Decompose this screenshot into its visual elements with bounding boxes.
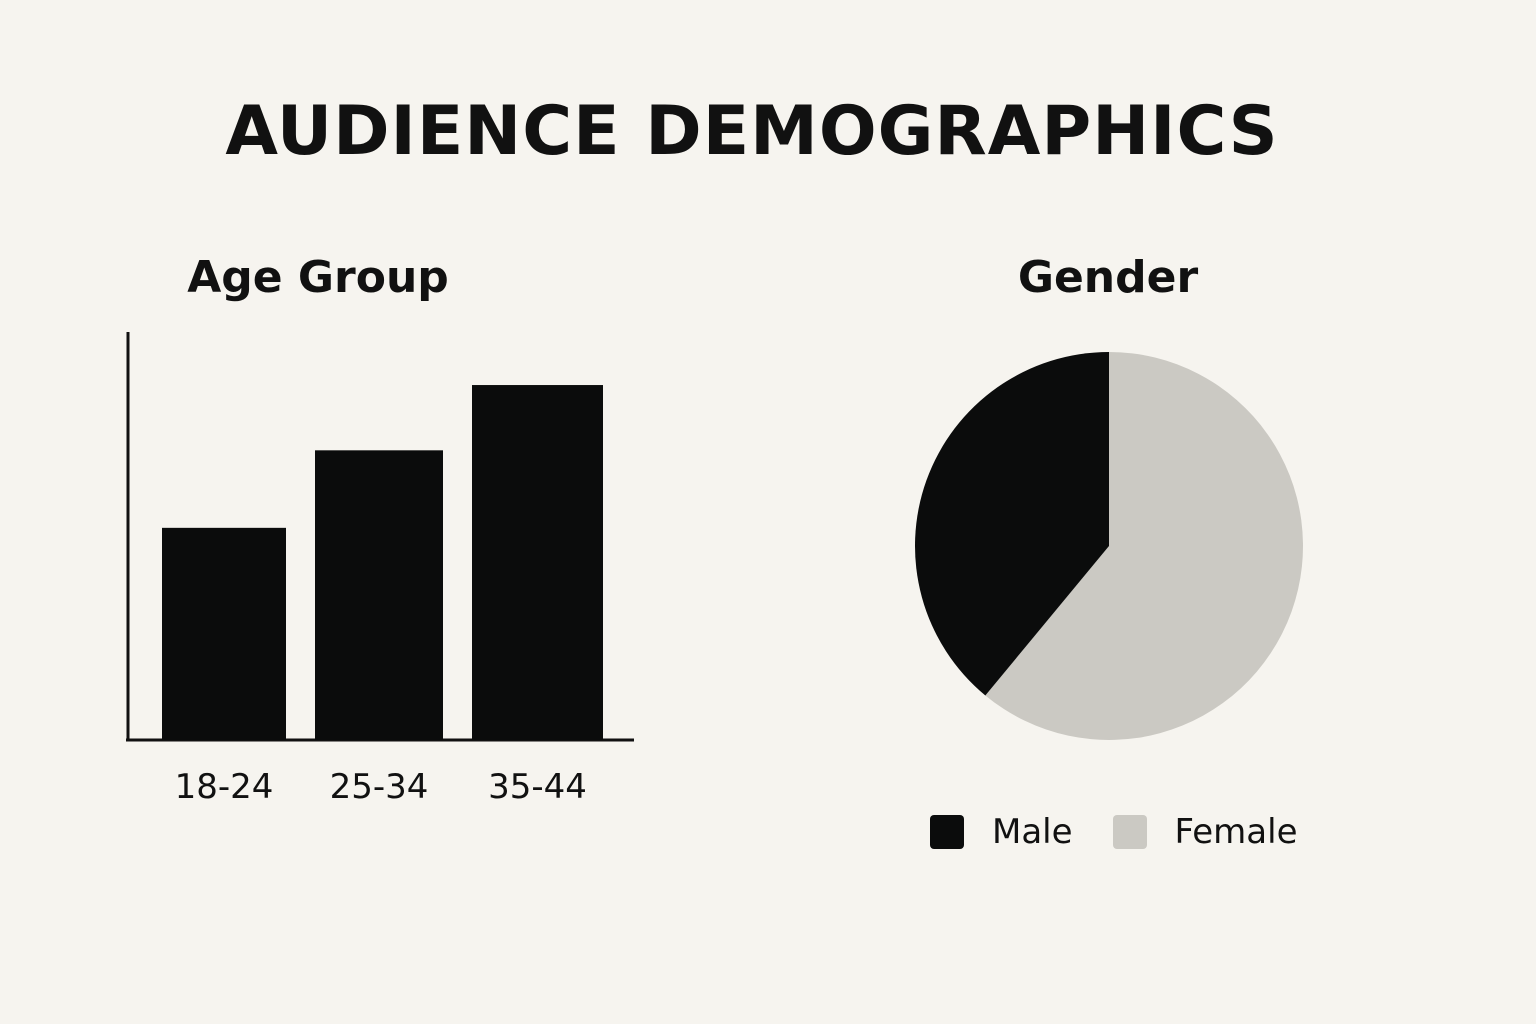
age-bar-chart: 18-24 25-34 35-44 xyxy=(126,332,634,807)
gender-legend: Male Female xyxy=(930,812,1337,852)
legend-label-male: Male xyxy=(992,812,1073,852)
page-title: AUDIENCE DEMOGRAPHICS xyxy=(225,92,1279,171)
pie-slice-male xyxy=(914,352,1109,696)
x-tick-label-35-44: 35-44 xyxy=(488,767,587,807)
bar-25-34 xyxy=(315,450,443,740)
x-tick-label-18-24: 18-24 xyxy=(175,767,274,807)
bar-35-44 xyxy=(472,385,603,740)
pie-slice-female xyxy=(985,352,1303,741)
legend-swatch-male xyxy=(930,815,964,849)
gender-pie-chart xyxy=(914,352,1303,741)
gender-chart-title: Gender xyxy=(1017,252,1199,303)
legend-label-female: Female xyxy=(1174,812,1298,852)
legend-item-female: Female xyxy=(1112,812,1298,852)
x-tick-label-25-34: 25-34 xyxy=(330,767,429,807)
age-chart-title: Age Group xyxy=(187,252,449,303)
bar-18-24 xyxy=(162,527,286,740)
legend-item-male: Male xyxy=(930,812,1073,852)
legend-swatch-female xyxy=(1112,815,1147,849)
